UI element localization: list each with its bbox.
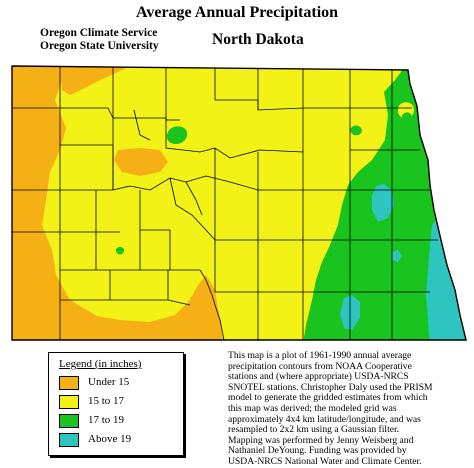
state-name: North Dakota xyxy=(212,31,304,48)
note-line: model to generate the gridded estimates … xyxy=(228,392,428,404)
note-line: SNOTEL stations. Christopher Daly used t… xyxy=(228,381,433,393)
legend-swatch xyxy=(59,414,79,428)
note-line: Nathaniel DeYoung. Funding was provided … xyxy=(228,445,407,457)
zone-under-15-southwest-tail xyxy=(60,300,170,340)
county-boundaries xyxy=(12,66,438,340)
zone-17-to-19-blob-north xyxy=(166,126,188,144)
organization-line: Oregon Climate Service xyxy=(40,27,158,39)
state-outline xyxy=(11,65,467,341)
zone-above-19-patch-1 xyxy=(372,184,394,222)
map-description: This map is a plot of 1961-1990 annual a… xyxy=(228,350,472,468)
legend-swatch xyxy=(59,376,79,390)
legend-swatch xyxy=(59,433,79,447)
zone-17-to-19-blob-mid xyxy=(350,125,362,136)
note-line: approximately 4x4 km latitude/longitude,… xyxy=(228,413,421,425)
legend-label: Under 15 xyxy=(88,376,130,388)
legend-label: Above 19 xyxy=(88,433,132,445)
zone-above-19-southeast xyxy=(426,210,466,340)
map-title: Average Annual Precipitation xyxy=(135,4,339,21)
precipitation-map xyxy=(11,65,467,341)
note-line: resampled to 2x2 km using a Gaussian fil… xyxy=(228,424,400,436)
zone-under-15-northwest xyxy=(60,66,140,95)
organization-credit: Oregon Climate Service Oregon State Univ… xyxy=(40,27,159,53)
zone-17-to-19-blob-small xyxy=(116,247,124,255)
note-line: USDA-NRCS National Water and Climate Cen… xyxy=(228,455,422,467)
zone-under-15-south-central xyxy=(190,290,218,340)
zone-under-15-central xyxy=(114,148,168,176)
note-line: This map is a plot of 1961-1990 annual a… xyxy=(228,350,412,361)
note-line: Mapping was performed by Jenny Weisberg … xyxy=(228,434,414,446)
note-line: stations and (where appropriate) USDA-NR… xyxy=(228,371,409,383)
zone-above-19-patch-3 xyxy=(392,250,402,262)
map-legend: Legend (in inches) Under 15 15 to 17 17 … xyxy=(48,352,184,456)
zone-17-to-19-blob-ne-dot xyxy=(402,112,412,122)
legend-label: 17 to 19 xyxy=(88,414,125,426)
organization-line: Oregon State University xyxy=(40,40,159,52)
legend-label: 15 to 17 xyxy=(88,395,125,407)
note-line: this map was derived; the modeled grid w… xyxy=(228,402,397,414)
zone-under-15-west xyxy=(12,66,224,340)
note-line: precipitation contours from NOAA Coopera… xyxy=(228,360,412,372)
legend-swatch xyxy=(59,395,79,409)
legend-title: Legend (in inches) xyxy=(59,358,142,370)
